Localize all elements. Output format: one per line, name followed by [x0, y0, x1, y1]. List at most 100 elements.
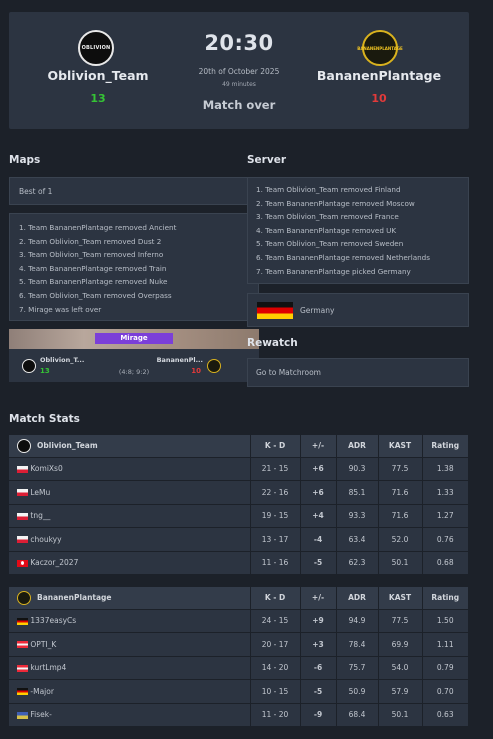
player-adr: 62.3 — [336, 551, 379, 575]
player-rating: 1.38 — [422, 457, 468, 481]
player-row[interactable]: Fisek- 11 - 20 -9 68.4 50.1 0.63 — [9, 703, 468, 727]
team2-name[interactable]: BananenPlantage — [316, 68, 442, 83]
player-kast: 54.0 — [378, 656, 423, 680]
player-kd: 14 - 20 — [250, 656, 301, 680]
server-veto-item: 6. Team BananenPlantage removed Netherla… — [256, 252, 430, 262]
player-cell[interactable]: LeMu — [9, 480, 251, 505]
best-of-label: Best of 1 — [19, 187, 53, 196]
server-veto-item: 3. Team Oblivion_Team removed France — [256, 212, 399, 222]
player-row[interactable]: tng__ 19 - 15 +4 93.3 71.6 1.27 — [9, 504, 468, 528]
player-cell[interactable]: -Major — [9, 679, 251, 704]
col-diff-header: +/- — [300, 435, 337, 458]
player-cell[interactable]: Kaczor_2027 — [9, 551, 251, 575]
map-result-card[interactable]: Mirage Oblivion_T... 13 (4:8; 9:2) Banan… — [9, 329, 259, 382]
player-rating: 1.27 — [422, 504, 468, 528]
map-veto-item: 7. Mirage was left over — [19, 304, 102, 314]
col-rating-header: Rating — [422, 435, 468, 458]
player-diff: -5 — [300, 551, 337, 575]
map-veto-list: 1. Team BananenPlantage removed Ancient … — [19, 221, 176, 316]
team1-logo[interactable]: OBLIVION — [78, 30, 114, 66]
player-cell[interactable]: choukyy — [9, 527, 251, 552]
player-name[interactable]: KomiXs0 — [30, 464, 63, 474]
team2-logo[interactable]: BANANENPLANTAGE — [357, 30, 403, 66]
table-header-row: Oblivion_Team K - D +/- ADR KAST Rating — [9, 435, 468, 458]
player-kd: 21 - 15 — [250, 457, 301, 481]
player-cell[interactable]: Fisek- — [9, 703, 251, 727]
player-adr: 90.3 — [336, 457, 379, 481]
player-name[interactable]: -Major — [30, 686, 54, 696]
server-veto-item: 5. Team Oblivion_Team removed Sweden — [256, 239, 404, 249]
player-adr: 75.7 — [336, 656, 379, 680]
team1-stats-table: Oblivion_Team K - D +/- ADR KAST Rating … — [9, 435, 468, 575]
player-kast: 50.1 — [378, 551, 423, 575]
maps-section-title: Maps — [9, 154, 41, 166]
col-kd-header: K - D — [250, 435, 301, 458]
server-veto-panel: 1. Team Oblivion_Team removed Finland 2.… — [247, 177, 469, 284]
player-adr: 85.1 — [336, 480, 379, 505]
player-cell[interactable]: 1337easyCs — [9, 609, 251, 633]
team1-header-cell: Oblivion_Team — [9, 435, 251, 458]
player-name[interactable]: OPTI_K — [30, 639, 57, 649]
player-row[interactable]: LeMu 22 - 16 +6 85.1 71.6 1.33 — [9, 480, 468, 505]
match-stats-title: Match Stats — [9, 413, 80, 425]
map-team2-name: BananenPl... — [156, 356, 203, 364]
player-row[interactable]: 1337easyCs 24 - 15 +9 94.9 77.5 1.50 — [9, 609, 468, 633]
player-kast: 77.5 — [378, 609, 423, 633]
player-row[interactable]: OPTI_K 20 - 17 +3 78.4 69.9 1.11 — [9, 632, 468, 657]
server-location-panel: Germany — [247, 293, 469, 327]
player-name[interactable]: 1337easyCs — [30, 616, 77, 626]
team1-logo-text: OBLIVION — [81, 45, 111, 51]
table-header-row: BananenPlantage K - D +/- ADR KAST Ratin… — [9, 587, 468, 610]
player-diff: -4 — [300, 527, 337, 552]
map-team1-score: 13 — [40, 367, 50, 375]
player-kast: 71.6 — [378, 504, 423, 528]
player-row[interactable]: KomiXs0 21 - 15 +6 90.3 77.5 1.38 — [9, 457, 468, 481]
player-adr: 68.4 — [336, 703, 379, 727]
player-name[interactable]: Kaczor_2027 — [30, 558, 79, 568]
player-row[interactable]: Kaczor_2027 11 - 16 -5 62.3 50.1 0.68 — [9, 551, 468, 575]
germany-flag-icon — [257, 302, 293, 319]
player-rating: 1.11 — [422, 632, 468, 657]
player-kd: 11 - 20 — [250, 703, 301, 727]
player-kd: 24 - 15 — [250, 609, 301, 633]
team1-table-logo-icon — [17, 438, 31, 453]
player-adr: 50.9 — [336, 679, 379, 704]
player-row[interactable]: choukyy 13 - 17 -4 63.4 52.0 0.76 — [9, 527, 468, 552]
matchroom-button[interactable]: Go to Matchroom — [247, 358, 469, 387]
team2-mini-logo — [207, 359, 221, 373]
player-adr: 63.4 — [336, 527, 379, 552]
player-row[interactable]: -Major 10 - 15 -5 50.9 57.9 0.70 — [9, 679, 468, 704]
player-cell[interactable]: KomiXs0 — [9, 457, 251, 481]
player-name[interactable]: Fisek- — [30, 710, 52, 720]
player-cell[interactable]: tng__ — [9, 504, 251, 528]
player-cell[interactable]: kurtLmp4 — [9, 656, 251, 680]
player-diff: +9 — [300, 609, 337, 633]
player-name[interactable]: tng__ — [30, 511, 51, 521]
player-kast: 71.6 — [378, 480, 423, 505]
server-veto-item: 7. Team BananenPlantage picked Germany — [256, 266, 411, 276]
col-kast-header: KAST — [378, 587, 423, 610]
ukraine-flag-icon — [17, 711, 28, 719]
player-name[interactable]: choukyy — [30, 534, 62, 544]
server-veto-item: 4. Team BananenPlantage removed UK — [256, 225, 397, 235]
map-veto-item: 4. Team BananenPlantage removed Train — [19, 263, 167, 273]
player-row[interactable]: kurtLmp4 14 - 20 -6 75.7 54.0 0.79 — [9, 656, 468, 680]
server-veto-item: 1. Team Oblivion_Team removed Finland — [256, 185, 401, 194]
player-name[interactable]: kurtLmp4 — [30, 663, 67, 673]
matchroom-button-label: Go to Matchroom — [256, 368, 321, 377]
team1-name[interactable]: Oblivion_Team — [47, 68, 149, 83]
germany-flag-icon — [17, 617, 28, 625]
poland-flag-icon — [17, 512, 28, 520]
map-team1-name: Oblivion_T... — [40, 356, 85, 364]
col-rating-header: Rating — [422, 587, 468, 610]
server-veto-item: 2. Team BananenPlantage removed Moscow — [256, 198, 415, 208]
player-kast: 69.9 — [378, 632, 423, 657]
player-cell[interactable]: OPTI_K — [9, 632, 251, 657]
player-adr: 93.3 — [336, 504, 379, 528]
player-kast: 77.5 — [378, 457, 423, 481]
player-name[interactable]: LeMu — [30, 487, 51, 497]
map-team2-score: 10 — [191, 367, 201, 375]
player-kast: 50.1 — [378, 703, 423, 727]
player-rating: 0.68 — [422, 551, 468, 575]
team2-stats-table: BananenPlantage K - D +/- ADR KAST Ratin… — [9, 587, 468, 727]
